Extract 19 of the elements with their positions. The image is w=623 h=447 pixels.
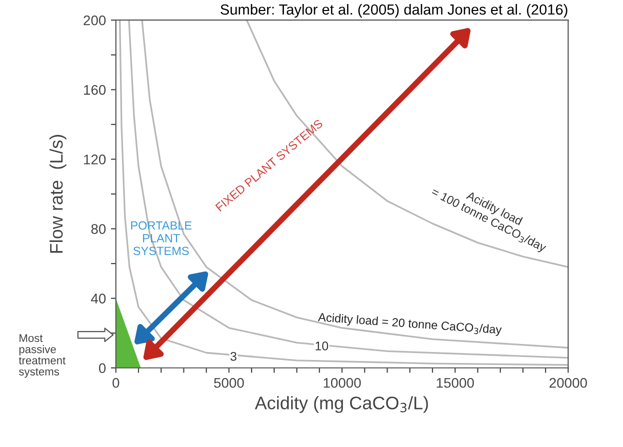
chart-title: Sumber: Taylor et al. (2005) dalam Jones et al. (2016) [220, 4, 568, 18]
text: Most passive treatment systems [18, 334, 66, 378]
y-tick-label: 160 [84, 85, 106, 95]
x-tick-label: 20000 [550, 378, 587, 388]
y-axis-title: Flow rate (L/s) [49, 134, 66, 253]
y-tick-label: 0 [98, 363, 106, 374]
x-tick-label: 10000 [324, 378, 361, 388]
y-tick-label: 80 [91, 224, 106, 234]
y-tick-label: 40 [91, 294, 106, 304]
x-axis-title: Acidity (mg CaCO$_{3}$/L) [254, 396, 428, 413]
annotation: Acidity load = 20 tonne CaCO$_{3}$/day [318, 312, 502, 336]
x-tick-label: 15000 [436, 378, 474, 388]
x-tick-label: 0 [112, 378, 120, 388]
annotation: 3 [230, 352, 236, 361]
y-tick-label: 120 [84, 154, 106, 164]
annotation: PORTABLE PLANT SYSTEMS [131, 221, 192, 256]
x-tick-label: 5000 [214, 378, 244, 388]
y-tick-label: 200 [84, 15, 106, 26]
annotation: 10 [316, 342, 328, 350]
